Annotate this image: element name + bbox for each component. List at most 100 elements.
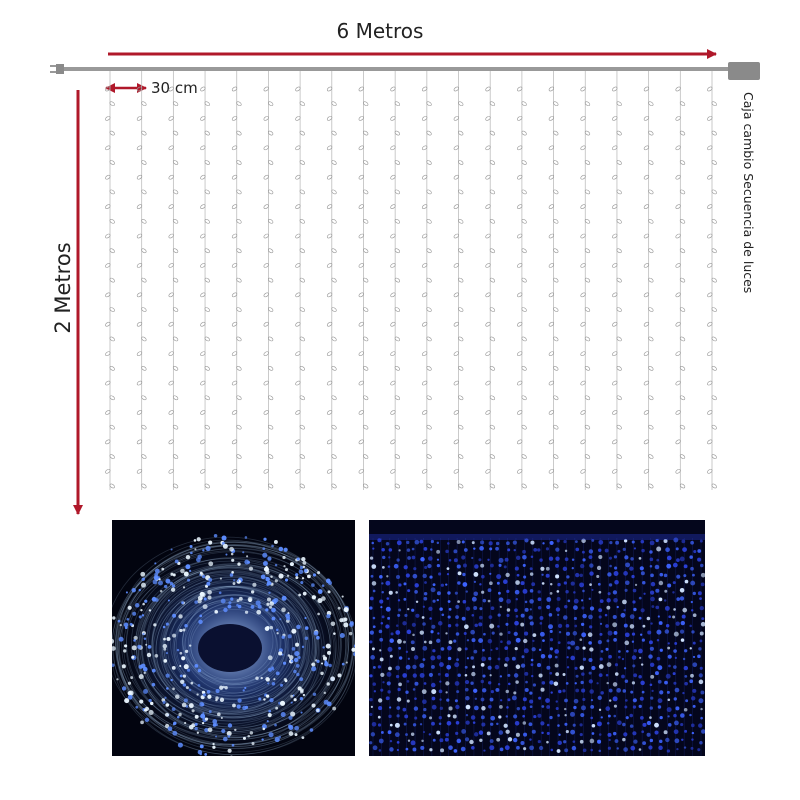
light-strand (390, 71, 401, 490)
bulb-icon (390, 263, 396, 268)
bulb-icon (584, 454, 591, 459)
bulb-icon (168, 292, 174, 298)
bulb-icon (141, 189, 147, 195)
bulb-icon (553, 277, 559, 283)
bulb-icon (358, 145, 364, 151)
bulb-icon (141, 130, 147, 136)
bulb-icon (553, 101, 559, 107)
bulb-icon (421, 321, 428, 327)
bulb-icon (707, 145, 713, 151)
bulb-icon (612, 321, 618, 327)
bulb-icon (648, 130, 654, 136)
bulb-icon (299, 395, 305, 401)
bulb-icon (204, 218, 210, 224)
bulb-icon (707, 439, 713, 445)
bulb-icon (295, 410, 301, 415)
bulb-icon (263, 233, 269, 239)
bulb-icon (616, 395, 622, 401)
bulb-icon (675, 439, 681, 445)
bulb-icon (394, 424, 401, 430)
bulb-icon (711, 277, 717, 283)
bulb-icon (458, 248, 464, 254)
bulb-icon (675, 468, 681, 474)
bulb-icon (707, 321, 713, 327)
bulb-icon (331, 248, 337, 254)
bulb-icon (489, 277, 496, 283)
bulb-icon (553, 454, 559, 459)
bulb-icon (553, 160, 559, 165)
bulb-icon (263, 380, 269, 386)
bulb-icon (421, 351, 428, 357)
bulb-icon (548, 174, 555, 180)
bulb-icon (580, 145, 586, 151)
bulb-icon (168, 145, 174, 151)
bulb-icon (331, 130, 337, 136)
bulb-icon (648, 101, 654, 107)
bulb-icon (295, 351, 301, 357)
bulb-icon (648, 218, 654, 224)
bulb-icon (231, 174, 238, 180)
bulb-icon (231, 86, 238, 92)
bulb-icon (679, 277, 686, 283)
bulb-icon (675, 380, 681, 386)
bulb-icon (426, 101, 432, 107)
light-strand (643, 71, 654, 490)
bulb-icon (263, 292, 269, 298)
bulb-icon (553, 218, 559, 224)
bulb-icon (421, 292, 428, 298)
bulb-icon (643, 468, 650, 474)
bulb-icon (267, 160, 274, 165)
bulb-icon (548, 145, 555, 151)
bulb-icon (105, 410, 111, 415)
bulb-icon (489, 101, 496, 107)
bulb-icon (707, 410, 713, 415)
bulb-icon (648, 307, 654, 312)
bulb-icon (580, 321, 586, 327)
bulb-icon (363, 277, 369, 283)
bulb-icon (458, 336, 464, 342)
bulb-icon (580, 468, 586, 474)
light-strand (517, 71, 527, 490)
bulb-icon (485, 174, 491, 180)
bulb-icon (326, 86, 333, 92)
bulb-icon (421, 468, 428, 474)
bulb-icon (548, 321, 555, 327)
bulb-icon (295, 263, 301, 268)
light-strand (326, 71, 337, 490)
bulb-icon (421, 410, 428, 415)
width-label: 6 Metros (337, 19, 424, 43)
bulb-icon (200, 439, 206, 445)
bulb-icon (421, 174, 428, 180)
bulb-icon (109, 218, 115, 224)
bulb-icon (643, 145, 650, 151)
bulb-icon (707, 292, 713, 298)
bulb-icon (109, 336, 115, 342)
bulb-icon (236, 130, 242, 136)
bulb-icon (453, 380, 459, 386)
bulb-icon (580, 116, 586, 121)
bulb-icon (236, 424, 242, 430)
bulb-icon (453, 116, 459, 121)
bulb-icon (679, 160, 686, 165)
bulb-icon (172, 424, 179, 430)
bulb-icon (453, 86, 459, 92)
bulb-icon (109, 130, 115, 136)
bulb-icon (172, 101, 179, 107)
bulb-icon (612, 292, 618, 298)
bulb-icon (394, 248, 401, 254)
bulb-icon (485, 145, 491, 151)
bulb-icon (136, 321, 143, 327)
bulb-icon (580, 263, 586, 268)
bulb-icon (295, 233, 301, 239)
bulb-icon (584, 366, 591, 371)
bulb-icon (548, 116, 555, 121)
bulb-icon (458, 454, 464, 459)
bulb-icon (394, 101, 401, 107)
bulb-icon (458, 307, 464, 312)
bulb-icon (679, 218, 686, 224)
bulb-icon (675, 86, 681, 92)
bulb-icon (675, 292, 681, 298)
bulb-icon (105, 292, 111, 298)
bulb-icon (204, 395, 210, 401)
bulb-icon (326, 263, 333, 268)
